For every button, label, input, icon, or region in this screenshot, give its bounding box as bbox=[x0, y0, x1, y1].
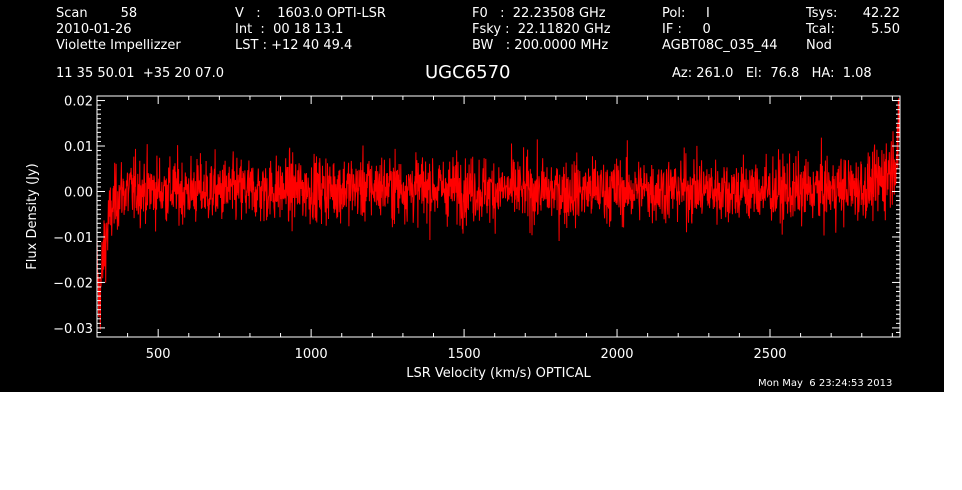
timestamp: Mon May 6 23:24:53 2013 bbox=[758, 378, 893, 389]
header-lst: LST : +12 40 49.4 bbox=[235, 38, 353, 53]
y-tick-label: 0.01 bbox=[64, 140, 93, 155]
x-axis-label: LSR Velocity (km/s) OPTICAL bbox=[406, 366, 591, 381]
header-project: AGBT08C_035_44 bbox=[662, 38, 778, 53]
x-tick-label: 1500 bbox=[448, 347, 481, 362]
y-tick-label: 0.02 bbox=[64, 95, 93, 110]
header-if: IF : 0 bbox=[662, 22, 711, 37]
header-f0: F0 : 22.23508 GHz bbox=[472, 6, 606, 21]
header-fsky: Fsky : 22.11820 GHz bbox=[472, 22, 611, 37]
x-tick-label: 2500 bbox=[753, 347, 786, 362]
plot-frame bbox=[96, 95, 901, 338]
header-scan: Scan 58 bbox=[56, 6, 138, 21]
header-observer: Violette Impellizzer bbox=[56, 38, 181, 53]
y-tick-label: 0.00 bbox=[64, 185, 93, 200]
header-bw: BW : 200.0000 MHz bbox=[472, 38, 609, 53]
header-coords: 11 35 50.01 +35 20 07.0 bbox=[56, 66, 225, 81]
spectrum-chart: 500 1000 1500 2000 2500 0.02 0.01 0.00 −0.01 −0.0… bbox=[25, 95, 901, 381]
y-tick-label: −0.02 bbox=[53, 276, 93, 291]
header-velocity: V : 1603.0 OPTI-LSR bbox=[235, 6, 386, 21]
header-mode: Nod bbox=[806, 38, 832, 53]
header-tsys-value: 42.22 bbox=[862, 6, 900, 21]
x-tick-label: 2000 bbox=[600, 347, 633, 362]
source-title: UGC6570 bbox=[425, 62, 511, 83]
y-tick-label: −0.03 bbox=[53, 322, 93, 337]
header-date: 2010-01-26 bbox=[56, 22, 132, 37]
header-tcal-label: Tcal: bbox=[806, 22, 835, 37]
x-tick-label: 500 bbox=[146, 347, 171, 362]
header-tsys-label: Tsys: bbox=[806, 6, 838, 21]
header-azel: Az: 261.0 El: 76.8 HA: 1.08 bbox=[672, 66, 872, 81]
spectrum-trace bbox=[96, 98, 901, 330]
header-tcal-value: 5.50 bbox=[871, 22, 900, 37]
y-axis-label: Flux Density (Jy) bbox=[25, 163, 40, 269]
x-tick-label: 1000 bbox=[295, 347, 328, 362]
plot-panel: Scan 58 2010-01-26 Violette Impellizzer … bbox=[0, 0, 944, 392]
header-integration: Int : 00 18 13.1 bbox=[235, 22, 344, 37]
y-tick-label: −0.01 bbox=[53, 231, 93, 246]
header-pol: Pol: I bbox=[662, 6, 710, 21]
